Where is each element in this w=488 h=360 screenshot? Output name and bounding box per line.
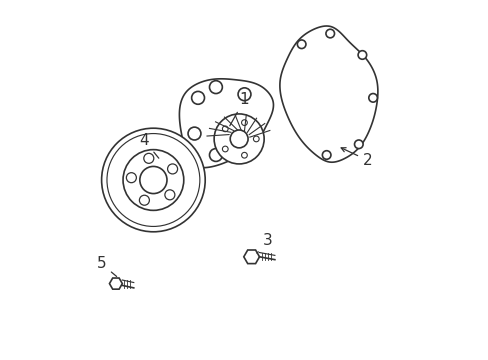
Circle shape bbox=[322, 151, 330, 159]
Circle shape bbox=[253, 136, 259, 142]
Text: 1: 1 bbox=[229, 92, 249, 126]
Circle shape bbox=[222, 146, 228, 152]
Polygon shape bbox=[279, 26, 377, 162]
Circle shape bbox=[241, 120, 247, 126]
Circle shape bbox=[107, 134, 200, 226]
Circle shape bbox=[354, 140, 363, 149]
Text: 3: 3 bbox=[257, 233, 272, 253]
Circle shape bbox=[222, 126, 228, 132]
Circle shape bbox=[209, 81, 222, 94]
Circle shape bbox=[123, 150, 183, 210]
Circle shape bbox=[214, 114, 264, 164]
Circle shape bbox=[357, 51, 366, 59]
Circle shape bbox=[164, 190, 175, 200]
Text: 5: 5 bbox=[97, 256, 116, 276]
Circle shape bbox=[191, 91, 204, 104]
Circle shape bbox=[230, 130, 247, 148]
Circle shape bbox=[143, 153, 154, 163]
Circle shape bbox=[126, 173, 136, 183]
Circle shape bbox=[140, 166, 166, 194]
Circle shape bbox=[139, 195, 149, 205]
Circle shape bbox=[188, 127, 201, 140]
Circle shape bbox=[325, 29, 334, 38]
Circle shape bbox=[297, 40, 305, 49]
Circle shape bbox=[209, 149, 222, 161]
Circle shape bbox=[368, 94, 377, 102]
Circle shape bbox=[102, 128, 205, 232]
Text: 4: 4 bbox=[140, 133, 159, 158]
Text: 2: 2 bbox=[341, 148, 372, 168]
Polygon shape bbox=[109, 278, 122, 289]
Circle shape bbox=[238, 88, 250, 101]
Polygon shape bbox=[244, 250, 259, 264]
Circle shape bbox=[167, 164, 177, 174]
Circle shape bbox=[241, 152, 247, 158]
Polygon shape bbox=[179, 79, 273, 168]
